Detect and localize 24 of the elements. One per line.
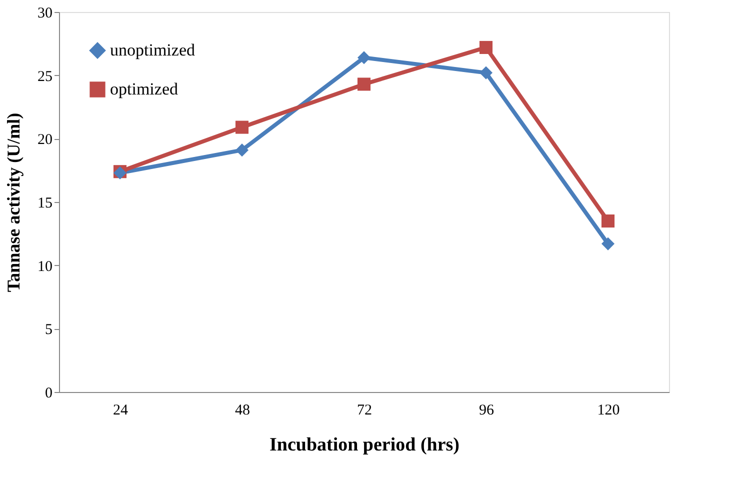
y-tick-label: 15 [38, 196, 52, 212]
legend-label: optimized [110, 80, 178, 98]
x-tick-label: 120 [597, 402, 620, 418]
point [357, 78, 371, 91]
x-tick-label: 72 [357, 402, 372, 418]
y-tick-label: 5 [45, 322, 52, 338]
point [479, 40, 493, 54]
point [235, 120, 249, 134]
x-tick-label: 96 [479, 402, 494, 418]
x-tick-label: 48 [235, 402, 250, 418]
legend-label: unoptimized [110, 40, 196, 60]
point [601, 237, 615, 250]
point [479, 66, 493, 80]
point [357, 51, 371, 64]
y-tick-label: 30 [38, 6, 52, 22]
y-tick-label: 20 [38, 132, 52, 148]
x-axis-title: Incubation period (hrs) [269, 434, 460, 456]
y-axis-title: Tannase activity (U/ml) [4, 112, 24, 292]
point [235, 144, 249, 157]
x-tick-label: 24 [113, 402, 128, 418]
y-tick-label: 25 [38, 68, 52, 85]
y-tick-label: 0 [45, 386, 52, 402]
y-tick-label: 10 [38, 258, 52, 275]
point [601, 214, 615, 228]
